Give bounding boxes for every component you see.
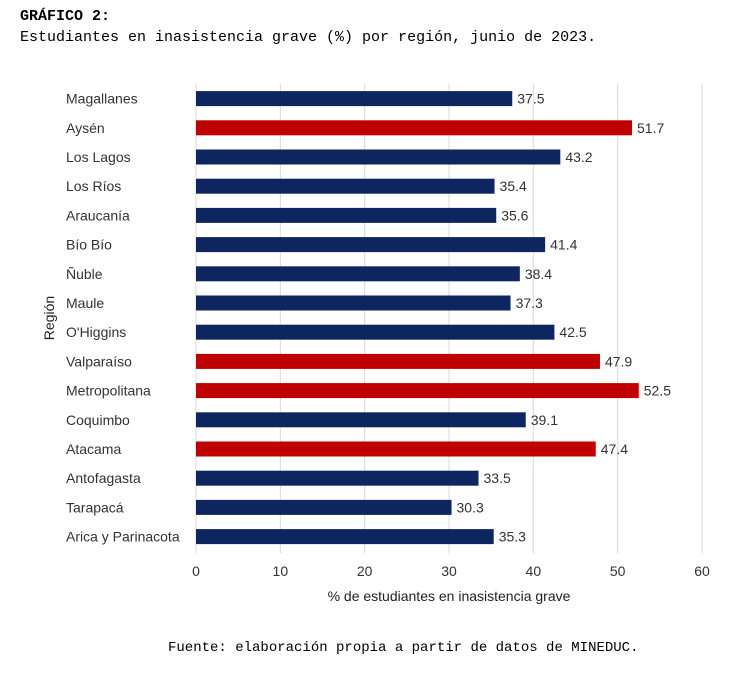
category-label: O'Higgins: [66, 324, 126, 340]
chart-subtitle: Estudiantes en inasistencia grave (%) po…: [20, 29, 597, 46]
value-label: 37.3: [516, 295, 543, 311]
bar: [196, 237, 546, 253]
x-axis-title: % de estudiantes en inasistencia grave: [328, 588, 571, 604]
source-note: Fuente: elaboración propia a partir de d…: [168, 640, 639, 656]
value-label: 30.3: [457, 499, 484, 515]
bar: [196, 266, 520, 282]
bar: [196, 529, 494, 545]
bar: [196, 441, 596, 457]
x-tick-label: 20: [357, 563, 373, 579]
bar: [196, 149, 561, 165]
y-axis-title: Región: [41, 296, 57, 340]
x-tick-label: 30: [441, 563, 457, 579]
bar: [196, 91, 513, 107]
category-label: Tarapacá: [66, 499, 124, 515]
category-label: Antofagasta: [66, 470, 141, 486]
bar: [196, 383, 639, 399]
value-label: 37.5: [517, 91, 544, 107]
bars: [196, 91, 639, 545]
category-label: Ñuble: [66, 266, 103, 282]
value-label: 39.1: [531, 412, 558, 428]
bar: [196, 324, 555, 340]
value-label: 38.4: [525, 266, 552, 282]
x-tick-label: 10: [273, 563, 289, 579]
bar: [196, 412, 526, 428]
category-label: Maule: [66, 295, 104, 311]
category-label: Araucanía: [66, 207, 130, 223]
category-label: Valparaíso: [66, 353, 132, 369]
x-tick-label: 40: [526, 563, 542, 579]
category-label: Metropolitana: [66, 383, 151, 399]
value-label: 52.5: [644, 383, 671, 399]
bar: [196, 353, 600, 369]
category-label: Magallanes: [66, 91, 138, 107]
value-label: 35.3: [499, 529, 526, 545]
bar: [196, 470, 479, 486]
category-label: Los Ríos: [66, 178, 121, 194]
value-label: 47.9: [605, 353, 632, 369]
category-label: Coquimbo: [66, 412, 130, 428]
x-tick-label: 0: [192, 563, 200, 579]
category-label: Bío Bío: [66, 237, 112, 253]
chart-heading: GRÁFICO 2: Estudiantes en inasistencia g…: [20, 6, 596, 48]
category-label: Los Lagos: [66, 149, 131, 165]
value-label: 47.4: [601, 441, 628, 457]
value-label: 42.5: [559, 324, 586, 340]
x-tick-label: 50: [610, 563, 626, 579]
category-label: Arica y Parinacota: [66, 529, 180, 545]
category-label: Aysén: [66, 120, 105, 136]
value-label: 35.6: [501, 207, 528, 223]
value-label: 43.2: [565, 149, 592, 165]
bar: [196, 499, 452, 515]
value-label: 33.5: [484, 470, 511, 486]
x-tick-label: 60: [694, 563, 710, 579]
category-label: Atacama: [66, 441, 121, 457]
bar: [196, 178, 495, 194]
bar: [196, 207, 497, 223]
value-label: 35.4: [500, 178, 527, 194]
bar-chart: 0 10 20 30 40 50 60 Magallanes 37.5 Aysén 51.7 Los …: [41, 84, 710, 604]
value-label: 41.4: [550, 237, 577, 253]
labels: 0 10 20 30 40 50 60 Magallanes 37.5 Aysén 51.7 Los …: [66, 91, 710, 580]
bar: [196, 295, 511, 311]
bar: [196, 120, 633, 136]
chart-number-label: GRÁFICO 2:: [20, 8, 111, 25]
value-label: 51.7: [637, 120, 664, 136]
